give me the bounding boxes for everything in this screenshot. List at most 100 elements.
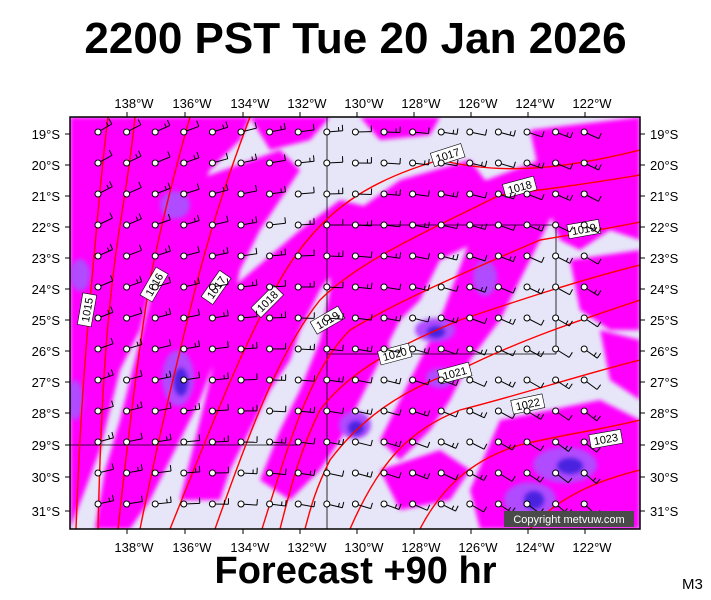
lon-tick-label: 126°W <box>458 540 498 555</box>
wind-barb <box>409 469 431 480</box>
wind-barb <box>180 120 200 136</box>
wind-barb <box>409 252 430 260</box>
wind-barb <box>523 469 544 483</box>
wind-barb <box>437 438 459 449</box>
wind-barb <box>380 500 402 510</box>
wind-barb <box>466 438 488 450</box>
wind-barb <box>409 376 431 386</box>
copyright-label: Copyright metvuw.com <box>513 514 624 526</box>
wind-barb <box>237 499 258 508</box>
lat-tick-label: 25°S <box>650 313 679 328</box>
wind-barb <box>294 375 316 384</box>
wind-barb <box>266 468 287 477</box>
wind-barb <box>409 407 431 417</box>
lat-tick-label: 29°S <box>32 438 61 453</box>
wind-barb <box>351 125 372 136</box>
wind-barb <box>437 221 459 230</box>
lon-tick-label: 134°W <box>230 540 270 555</box>
wind-barb <box>409 221 430 229</box>
wind-barb <box>523 221 545 232</box>
lon-tick-label: 124°W <box>515 540 555 555</box>
wind-barb <box>409 158 430 167</box>
wind-barb <box>409 127 430 136</box>
wind-barb <box>466 376 488 387</box>
wind-barb <box>180 308 200 322</box>
lat-tick-label: 31°S <box>650 504 679 519</box>
wind-barb <box>266 405 287 415</box>
wind-barb <box>294 123 315 136</box>
lon-tick-label: 130°W <box>344 540 384 555</box>
lat-tick-label: 23°S <box>650 251 679 266</box>
wind-barb <box>437 283 459 292</box>
wind-barb <box>266 342 287 353</box>
lat-tick-label: 30°S <box>32 470 61 485</box>
isobar-label: 1019 <box>571 222 597 238</box>
lat-tick-label: 19°S <box>650 127 679 142</box>
wind-barb <box>494 159 516 168</box>
lon-ticks-bottom: 138°W 136°W 134°W 132°W 130°W 128°W 126°W 124°W… <box>114 529 612 555</box>
wind-barb <box>580 159 602 171</box>
wind-barb <box>351 469 373 478</box>
wind-barb <box>208 152 229 167</box>
wind-barb <box>437 128 459 136</box>
wind-barb <box>523 159 545 169</box>
wind-barb <box>94 149 113 167</box>
wind-barb <box>466 314 488 325</box>
wind-barb <box>266 437 287 446</box>
wind-barb <box>380 283 402 291</box>
wind-barb <box>323 500 345 509</box>
lat-tick-label: 28°S <box>32 406 61 421</box>
wind-barb <box>323 219 344 229</box>
wind-barb <box>94 181 113 198</box>
wind-barb <box>494 376 516 388</box>
wind-barb <box>94 212 113 229</box>
wind-barb <box>552 190 574 202</box>
wind-barb <box>437 500 459 512</box>
wind-barb <box>294 406 316 415</box>
wind-barb <box>123 401 143 415</box>
wind-barb <box>180 497 201 508</box>
lat-tick-label: 19°S <box>32 127 61 142</box>
wind-barb <box>123 432 143 446</box>
wind-barb <box>180 403 201 415</box>
map-title: 2200 PST Tue 20 Jan 2026 <box>84 14 627 63</box>
wind-barb <box>580 407 601 422</box>
map-frame <box>69 116 641 530</box>
lon-tick-label: 124°W <box>515 96 555 111</box>
wind-barb <box>409 345 431 354</box>
wind-barb <box>208 372 229 384</box>
wind-barb <box>94 337 114 353</box>
lat-tick-label: 21°S <box>650 189 679 204</box>
wind-barb <box>151 433 172 446</box>
wind-barb <box>523 314 545 326</box>
wind-barb <box>237 153 258 167</box>
lat-tick-label: 27°S <box>32 375 61 390</box>
wind-barb <box>437 190 459 198</box>
lat-ticks-right: 19°S 20°S 21°S 22°S 23°S 24°S 25°S 26°S 27°S 28°S… <box>640 127 679 519</box>
wind-barb <box>351 282 373 291</box>
wind-barb <box>494 190 516 200</box>
wind-barb <box>323 344 344 353</box>
wind-barb <box>151 182 171 198</box>
wind-barb <box>351 345 373 353</box>
wind-barb <box>294 343 315 353</box>
wind-barb <box>380 345 402 353</box>
wind-barb <box>409 190 430 198</box>
wind-barb <box>294 438 316 446</box>
wind-barb <box>552 314 573 327</box>
wind-barb <box>237 184 258 198</box>
wind-barb <box>437 314 459 324</box>
wind-barb <box>294 500 316 508</box>
wind-barb <box>266 154 286 167</box>
wind-barb <box>294 249 315 260</box>
wind-barb <box>580 469 601 484</box>
wind-barb <box>580 190 602 202</box>
wind-barb <box>237 279 258 291</box>
wind-barb <box>323 469 345 477</box>
lat-tick-label: 22°S <box>650 220 679 235</box>
wind-barb <box>151 308 172 322</box>
wind-barb <box>323 187 344 198</box>
lon-tick-label: 134°W <box>230 96 270 111</box>
wind-barb <box>494 221 516 231</box>
wind-barb <box>237 216 258 229</box>
